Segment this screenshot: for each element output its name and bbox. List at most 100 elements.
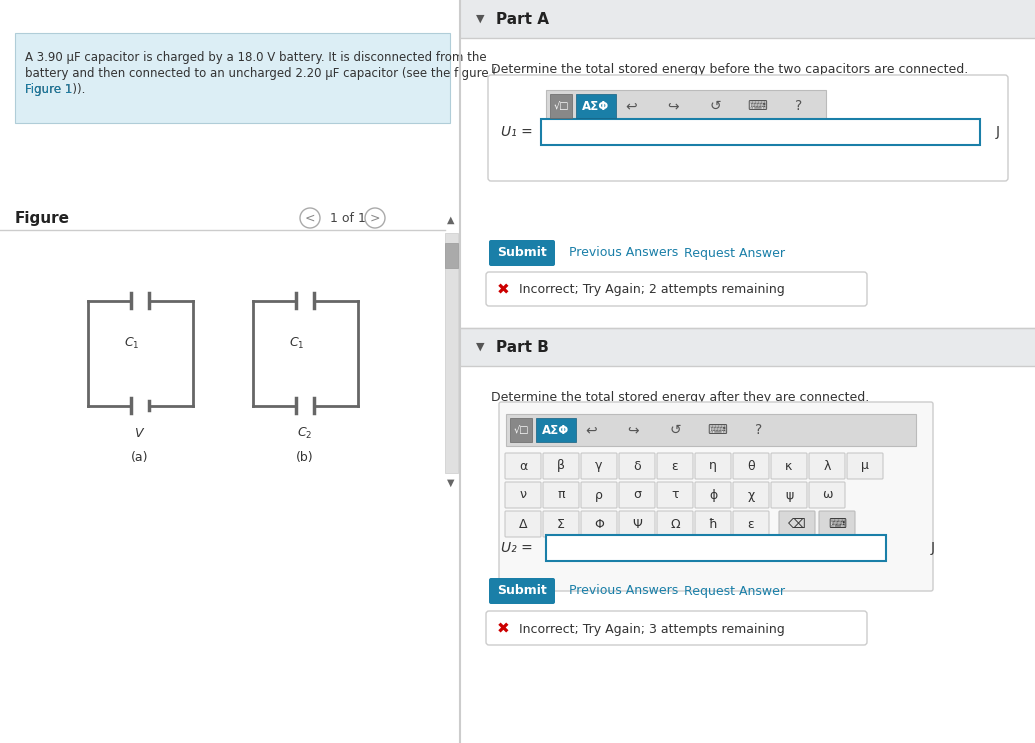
FancyBboxPatch shape (733, 453, 769, 479)
Bar (576, 94, 616, 118)
Text: √□: √□ (554, 101, 569, 111)
Text: Submit: Submit (497, 247, 546, 259)
Text: Request Answer: Request Answer (684, 585, 785, 597)
Text: ↺: ↺ (670, 423, 681, 437)
FancyBboxPatch shape (486, 272, 867, 306)
Bar (546, 535, 886, 561)
FancyBboxPatch shape (505, 511, 541, 537)
Text: ΑΣΦ: ΑΣΦ (583, 100, 610, 112)
FancyBboxPatch shape (819, 511, 855, 537)
Text: Part A: Part A (496, 11, 549, 27)
Text: (a): (a) (131, 451, 149, 464)
Text: Previous Answers: Previous Answers (569, 247, 678, 259)
FancyBboxPatch shape (581, 453, 617, 479)
Text: U₁ =: U₁ = (501, 125, 533, 139)
Text: >: > (369, 212, 380, 224)
Text: J: J (996, 125, 1000, 139)
Text: ρ: ρ (595, 488, 603, 502)
Text: η: η (709, 459, 717, 473)
Text: Figure: Figure (14, 210, 70, 225)
Text: θ: θ (747, 459, 755, 473)
Bar (510, 418, 532, 442)
Text: ✖: ✖ (497, 621, 509, 637)
Bar (541, 119, 980, 145)
FancyBboxPatch shape (499, 402, 933, 591)
Text: Φ: Φ (594, 518, 604, 531)
Text: ↩: ↩ (585, 423, 597, 437)
Text: $V$: $V$ (135, 427, 146, 440)
FancyBboxPatch shape (581, 482, 617, 508)
FancyBboxPatch shape (847, 453, 883, 479)
Text: Incorrect; Try Again; 3 attempts remaining: Incorrect; Try Again; 3 attempts remaini… (519, 623, 785, 635)
FancyBboxPatch shape (809, 482, 845, 508)
Text: $C_1$: $C_1$ (289, 335, 304, 351)
Text: σ: σ (633, 488, 641, 502)
Text: ⌨: ⌨ (707, 423, 727, 437)
Text: Figure 1: Figure 1 (25, 83, 72, 96)
Bar (14, 33, 450, 123)
FancyBboxPatch shape (694, 482, 731, 508)
Text: ↺: ↺ (709, 99, 720, 113)
FancyBboxPatch shape (809, 453, 845, 479)
Text: Incorrect; Try Again; 2 attempts remaining: Incorrect; Try Again; 2 attempts remaini… (519, 284, 785, 296)
Text: ▲: ▲ (447, 215, 454, 225)
Bar (536, 418, 576, 442)
Text: Determine the total stored energy after they are connected.: Determine the total stored energy after … (491, 391, 869, 404)
Bar (461, 38, 1035, 328)
Text: Figure 1)).: Figure 1)). (25, 83, 85, 96)
FancyBboxPatch shape (771, 482, 807, 508)
Text: U₂ =: U₂ = (501, 541, 533, 555)
Bar (0, 0, 460, 743)
Bar (546, 90, 826, 122)
Bar (550, 94, 572, 118)
Text: ⌨: ⌨ (747, 99, 767, 113)
Text: Request Answer: Request Answer (684, 247, 785, 259)
Text: κ: κ (786, 459, 793, 473)
Text: μ: μ (861, 459, 869, 473)
Text: ✖: ✖ (497, 282, 509, 297)
Text: τ: τ (672, 488, 679, 502)
FancyBboxPatch shape (694, 511, 731, 537)
Text: battery and then connected to an uncharged 2.20 μF capacitor (see the figure (: battery and then connected to an uncharg… (25, 67, 497, 80)
Text: Determine the total stored energy before the two capacitors are connected.: Determine the total stored energy before… (491, 63, 969, 76)
Text: Σ: Σ (557, 518, 565, 531)
Text: $C_2$: $C_2$ (297, 426, 313, 441)
FancyBboxPatch shape (505, 453, 541, 479)
Text: A 3.90 μF capacitor is charged by a 18.0 V battery. It is disconnected from the: A 3.90 μF capacitor is charged by a 18.0… (25, 51, 486, 64)
Text: ⌨: ⌨ (828, 518, 846, 531)
FancyBboxPatch shape (657, 511, 693, 537)
Text: <: < (304, 212, 316, 224)
FancyBboxPatch shape (489, 240, 555, 266)
FancyBboxPatch shape (657, 453, 693, 479)
Text: ↩: ↩ (625, 99, 637, 113)
Text: γ: γ (595, 459, 602, 473)
Text: ε: ε (672, 459, 678, 473)
FancyBboxPatch shape (733, 511, 769, 537)
Text: Part B: Part B (496, 340, 549, 354)
FancyBboxPatch shape (619, 453, 655, 479)
Text: ↪: ↪ (668, 99, 679, 113)
FancyBboxPatch shape (543, 511, 579, 537)
Text: π: π (557, 488, 565, 502)
Bar (461, 366, 1035, 743)
Text: 1 of 1: 1 of 1 (330, 212, 366, 224)
Text: ?: ? (756, 423, 763, 437)
Text: √□: √□ (513, 425, 529, 435)
Text: ν: ν (520, 488, 527, 502)
FancyBboxPatch shape (779, 511, 815, 537)
Text: δ: δ (633, 459, 641, 473)
Bar (445, 243, 459, 268)
Text: ⌫: ⌫ (789, 518, 806, 531)
Text: Ψ: Ψ (632, 518, 642, 531)
Text: ω: ω (822, 488, 832, 502)
Text: ħ: ħ (709, 518, 717, 531)
FancyBboxPatch shape (733, 482, 769, 508)
Bar (506, 414, 916, 446)
FancyBboxPatch shape (619, 482, 655, 508)
Text: Previous Answers: Previous Answers (569, 585, 678, 597)
FancyBboxPatch shape (771, 453, 807, 479)
Text: λ: λ (823, 459, 831, 473)
Text: ?: ? (795, 99, 802, 113)
Text: Δ: Δ (519, 518, 527, 531)
Text: (b): (b) (296, 451, 314, 464)
